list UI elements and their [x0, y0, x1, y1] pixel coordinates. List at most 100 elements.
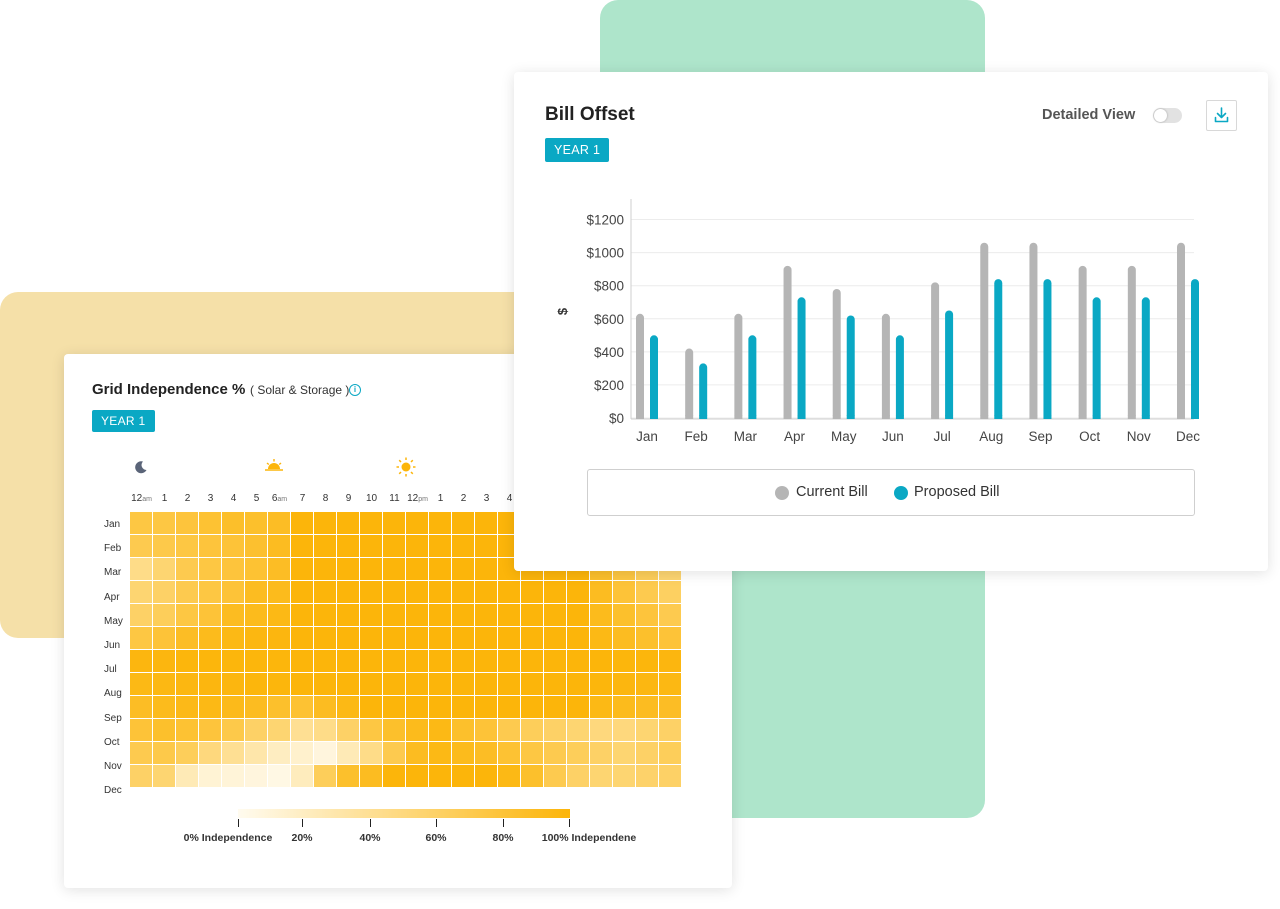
- heatmap-cell: [429, 535, 451, 557]
- heatmap-cell: [429, 765, 451, 787]
- heatmap-cell: [199, 535, 221, 557]
- heatmap-cell: [268, 742, 290, 764]
- toggle-knob: [1154, 109, 1167, 122]
- heatmap-cell: [475, 696, 497, 718]
- heatmap-cell: [268, 581, 290, 603]
- heatmap-cell: [176, 742, 198, 764]
- heatmap-cell: [567, 581, 589, 603]
- heatmap-cell: [314, 581, 336, 603]
- heatmap-cell: [613, 719, 635, 741]
- grid-year-badge: YEAR 1: [92, 410, 155, 432]
- heatmap-cell: [222, 604, 244, 626]
- download-icon: [1214, 107, 1229, 123]
- sun-icon: [396, 457, 416, 477]
- heatmap-cell: [590, 765, 612, 787]
- heatmap-cell: [314, 742, 336, 764]
- bar-current: [832, 289, 841, 419]
- bar-current: [783, 265, 792, 419]
- y-tick-label: $1000: [586, 246, 624, 261]
- heatmap-cell: [383, 535, 405, 557]
- legend-label-current[interactable]: Current Bill: [796, 484, 868, 500]
- download-button[interactable]: [1206, 100, 1237, 131]
- heatmap-cell: [153, 765, 175, 787]
- bar-proposed: [945, 310, 954, 419]
- heatmap-cell: [314, 535, 336, 557]
- bar-base: [783, 415, 792, 419]
- info-icon[interactable]: i: [349, 384, 361, 396]
- scale-label: 80%: [492, 832, 514, 844]
- heatmap-cell: [636, 604, 658, 626]
- heatmap-cell: [452, 558, 474, 580]
- heatmap-cell: [613, 673, 635, 695]
- bar-proposed: [650, 335, 658, 419]
- heatmap-cell: [222, 765, 244, 787]
- hour-label: 12am: [131, 493, 152, 504]
- heatmap-cell: [383, 558, 405, 580]
- heatmap-cell: [429, 719, 451, 741]
- bar-current: [734, 313, 743, 419]
- hour-label: 4: [506, 493, 513, 504]
- legend-label-proposed[interactable]: Proposed Bill: [914, 484, 1000, 500]
- heatmap-cell: [383, 742, 405, 764]
- heatmap-cell: [130, 604, 152, 626]
- heatmap-cell: [245, 650, 267, 672]
- bar-base: [1177, 415, 1185, 419]
- heatmap-cell: [475, 535, 497, 557]
- bar-current: [931, 282, 940, 419]
- bar-proposed: [1092, 297, 1101, 419]
- hour-label: 2: [460, 493, 467, 504]
- bar-base: [636, 415, 644, 419]
- heatmap-cell: [314, 627, 336, 649]
- heatmap-cell: [613, 581, 635, 603]
- bar-proposed: [895, 335, 904, 419]
- heatmap-cell: [659, 604, 681, 626]
- scale-label: 0% Independence: [183, 832, 273, 844]
- heatmap-cell: [337, 512, 359, 534]
- y-tick-label: $800: [594, 279, 624, 294]
- heatmap-cell: [130, 673, 152, 695]
- y-axis-label: $: [555, 307, 570, 315]
- heatmap-cell: [314, 765, 336, 787]
- heatmap-cell: [544, 742, 566, 764]
- heatmap-cell: [521, 581, 543, 603]
- heatmap-cell: [337, 719, 359, 741]
- month-label: Jan: [104, 519, 121, 530]
- heatmap-cell: [291, 581, 313, 603]
- month-label: Apr: [104, 591, 120, 603]
- heatmap-cell: [222, 558, 244, 580]
- scale-tick: [569, 819, 570, 827]
- heatmap-cell: [567, 627, 589, 649]
- heatmap-cell: [452, 512, 474, 534]
- heatmap-cell: [245, 604, 267, 626]
- bar-base: [945, 415, 954, 419]
- heatmap-cell: [199, 558, 221, 580]
- heatmap-cell: [406, 581, 428, 603]
- bar-current: [685, 348, 694, 419]
- heatmap-cell: [590, 719, 612, 741]
- heatmap-cell: [222, 696, 244, 718]
- y-tick-label: $1200: [586, 213, 624, 228]
- scale-tick: [302, 819, 303, 827]
- y-tick-label: $200: [594, 378, 624, 393]
- hour-label: 3: [207, 493, 214, 504]
- detailed-view-toggle[interactable]: [1153, 108, 1182, 123]
- hour-label: 6am: [271, 493, 288, 504]
- heatmap-cell: [429, 742, 451, 764]
- heatmap-cell: [406, 627, 428, 649]
- heatmap-cell: [406, 673, 428, 695]
- heatmap-cell: [245, 627, 267, 649]
- heatmap-cell: [659, 650, 681, 672]
- month-label: Mar: [104, 567, 122, 579]
- heatmap-cell: [406, 650, 428, 672]
- heatmap-cell: [176, 512, 198, 534]
- heatmap-cell: [521, 604, 543, 626]
- heatmap-cell: [383, 673, 405, 695]
- heatmap-cell: [475, 719, 497, 741]
- heatmap-cell: [659, 673, 681, 695]
- heatmap-cell: [383, 765, 405, 787]
- heatmap-cell: [452, 581, 474, 603]
- heatmap-cell: [199, 581, 221, 603]
- heatmap-cell: [130, 535, 152, 557]
- heatmap-cell: [406, 696, 428, 718]
- hour-label: 2: [184, 493, 191, 504]
